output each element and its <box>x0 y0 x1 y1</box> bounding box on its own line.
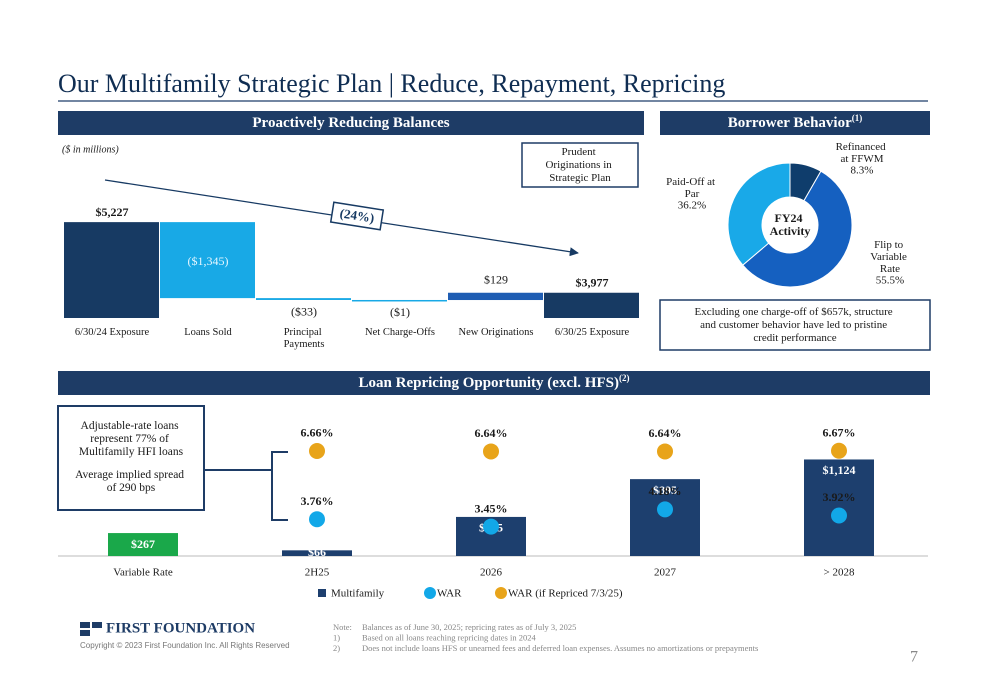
slide-title: Our Multifamily Strategic Plan | Reduce,… <box>58 69 725 98</box>
marker <box>657 443 673 460</box>
legend-label: Multifamily <box>331 588 385 600</box>
callout-text: Excluding one charge-off of $657k, struc… <box>695 306 896 344</box>
x-tick-label: > 2028 <box>824 567 855 579</box>
note-text: Based on all loans reaching repricing da… <box>362 632 536 642</box>
x-tick-label: Principal Payments <box>284 327 325 350</box>
header-text: Borrower Behavior <box>728 115 852 131</box>
bar <box>108 533 178 556</box>
header-bar <box>58 371 930 395</box>
x-tick-label: 2026 <box>480 567 503 579</box>
marker <box>831 442 847 459</box>
legend-label: WAR (if Repriced 7/3/25) <box>508 588 623 600</box>
legend-swatch <box>318 589 326 597</box>
annotation: (24%) <box>339 205 376 225</box>
data-label: $895 <box>653 483 677 497</box>
note-text: Balances as of June 30, 2025; repricing … <box>362 622 576 632</box>
legend-swatch <box>424 587 436 599</box>
logo-icon <box>80 622 102 636</box>
bar <box>256 298 351 300</box>
bar <box>282 550 352 556</box>
slice-label: Paid-Off at Par <box>666 176 718 200</box>
bar <box>544 292 639 318</box>
callout-text: Adjustable-rate loans represent 77% of M… <box>79 420 184 458</box>
data-label: $66 <box>308 545 326 559</box>
data-label: $5,227 <box>96 205 129 219</box>
legend-swatch <box>495 587 507 599</box>
bracket <box>204 451 288 521</box>
note-marker: Note: <box>333 622 352 632</box>
annotation: Prudent Originations in Strategic Plan <box>545 146 614 184</box>
slice-value: 36.2% <box>678 200 706 212</box>
data-label: 4.18% <box>649 484 682 498</box>
marker <box>309 511 325 528</box>
x-tick-label: Net Charge-Offs <box>365 327 435 338</box>
section-header: Proactively Reducing Balances <box>252 115 449 131</box>
header-bar <box>660 111 930 135</box>
callout-box <box>57 405 205 511</box>
x-tick-label: 6/30/24 Exposure <box>75 327 150 338</box>
header-bar <box>58 111 644 135</box>
bar <box>630 479 700 556</box>
x-tick-label: 2H25 <box>305 567 330 579</box>
callout-box <box>659 299 931 351</box>
data-label: 3.45% <box>475 501 508 515</box>
x-tick-label: 2027 <box>654 567 677 579</box>
page-number: 7 <box>910 649 918 666</box>
x-tick-label: 6/30/25 Exposure <box>555 327 630 338</box>
bar <box>160 222 255 299</box>
slice-value: 55.5% <box>876 275 904 287</box>
copyright: Copyright © 2023 First Foundation Inc. A… <box>80 641 290 650</box>
data-label: ($1,345) <box>188 254 229 268</box>
data-label: 3.92% <box>823 490 856 504</box>
marker <box>831 507 847 524</box>
data-label: $3,977 <box>576 275 609 289</box>
slice-value: 8.3% <box>851 165 874 177</box>
slice-label: Refinanced at FFWM <box>836 141 889 165</box>
bar <box>64 222 159 318</box>
callout-box <box>521 142 639 188</box>
callout-text: Average implied spread of 290 bps <box>75 469 187 494</box>
pct-badge: (24%) <box>329 201 385 231</box>
header-text: Proactively Reducing Balances <box>252 115 449 131</box>
data-label: 6.67% <box>823 425 856 439</box>
marker <box>483 443 499 460</box>
center-label: FY24 Activity <box>770 211 811 238</box>
note-marker: 1) <box>333 632 340 642</box>
marker <box>657 501 673 518</box>
bar <box>352 299 447 302</box>
x-tick-label: Variable Rate <box>113 567 173 579</box>
note-text: Does not include loans HFS or unearned f… <box>362 643 758 653</box>
marker <box>483 518 499 535</box>
data-label: 6.64% <box>475 426 508 440</box>
data-label: $129 <box>484 272 508 286</box>
bar <box>448 292 543 301</box>
x-tick-label: New Originations <box>459 327 534 338</box>
data-label: 6.64% <box>649 426 682 440</box>
data-label: $267 <box>131 537 155 551</box>
logo-text: FIRST FOUNDATION <box>106 620 255 636</box>
header-text: Loan Repricing Opportunity (excl. HFS) <box>359 375 619 391</box>
section-header: Borrower Behavior(1) <box>728 113 863 131</box>
data-label: ($33) <box>291 305 317 319</box>
data-label: $1,124 <box>823 463 856 477</box>
marker <box>309 442 325 459</box>
legend-label: WAR <box>437 588 462 600</box>
slice-label: Flip to Variable Rate <box>870 239 909 275</box>
data-label: ($1) <box>390 305 410 319</box>
x-tick-label: Loans Sold <box>184 327 232 338</box>
subtitle: ($ in millions) <box>62 144 119 155</box>
donut-hole <box>762 197 818 253</box>
section-header: Loan Repricing Opportunity (excl. HFS)(2… <box>359 373 630 391</box>
header-note: (1) <box>852 113 863 123</box>
data-label: 3.76% <box>301 494 334 508</box>
badge-box <box>329 201 385 231</box>
header-note: (2) <box>619 373 630 383</box>
note-marker: 2) <box>333 643 340 653</box>
data-label: 6.66% <box>301 426 334 440</box>
